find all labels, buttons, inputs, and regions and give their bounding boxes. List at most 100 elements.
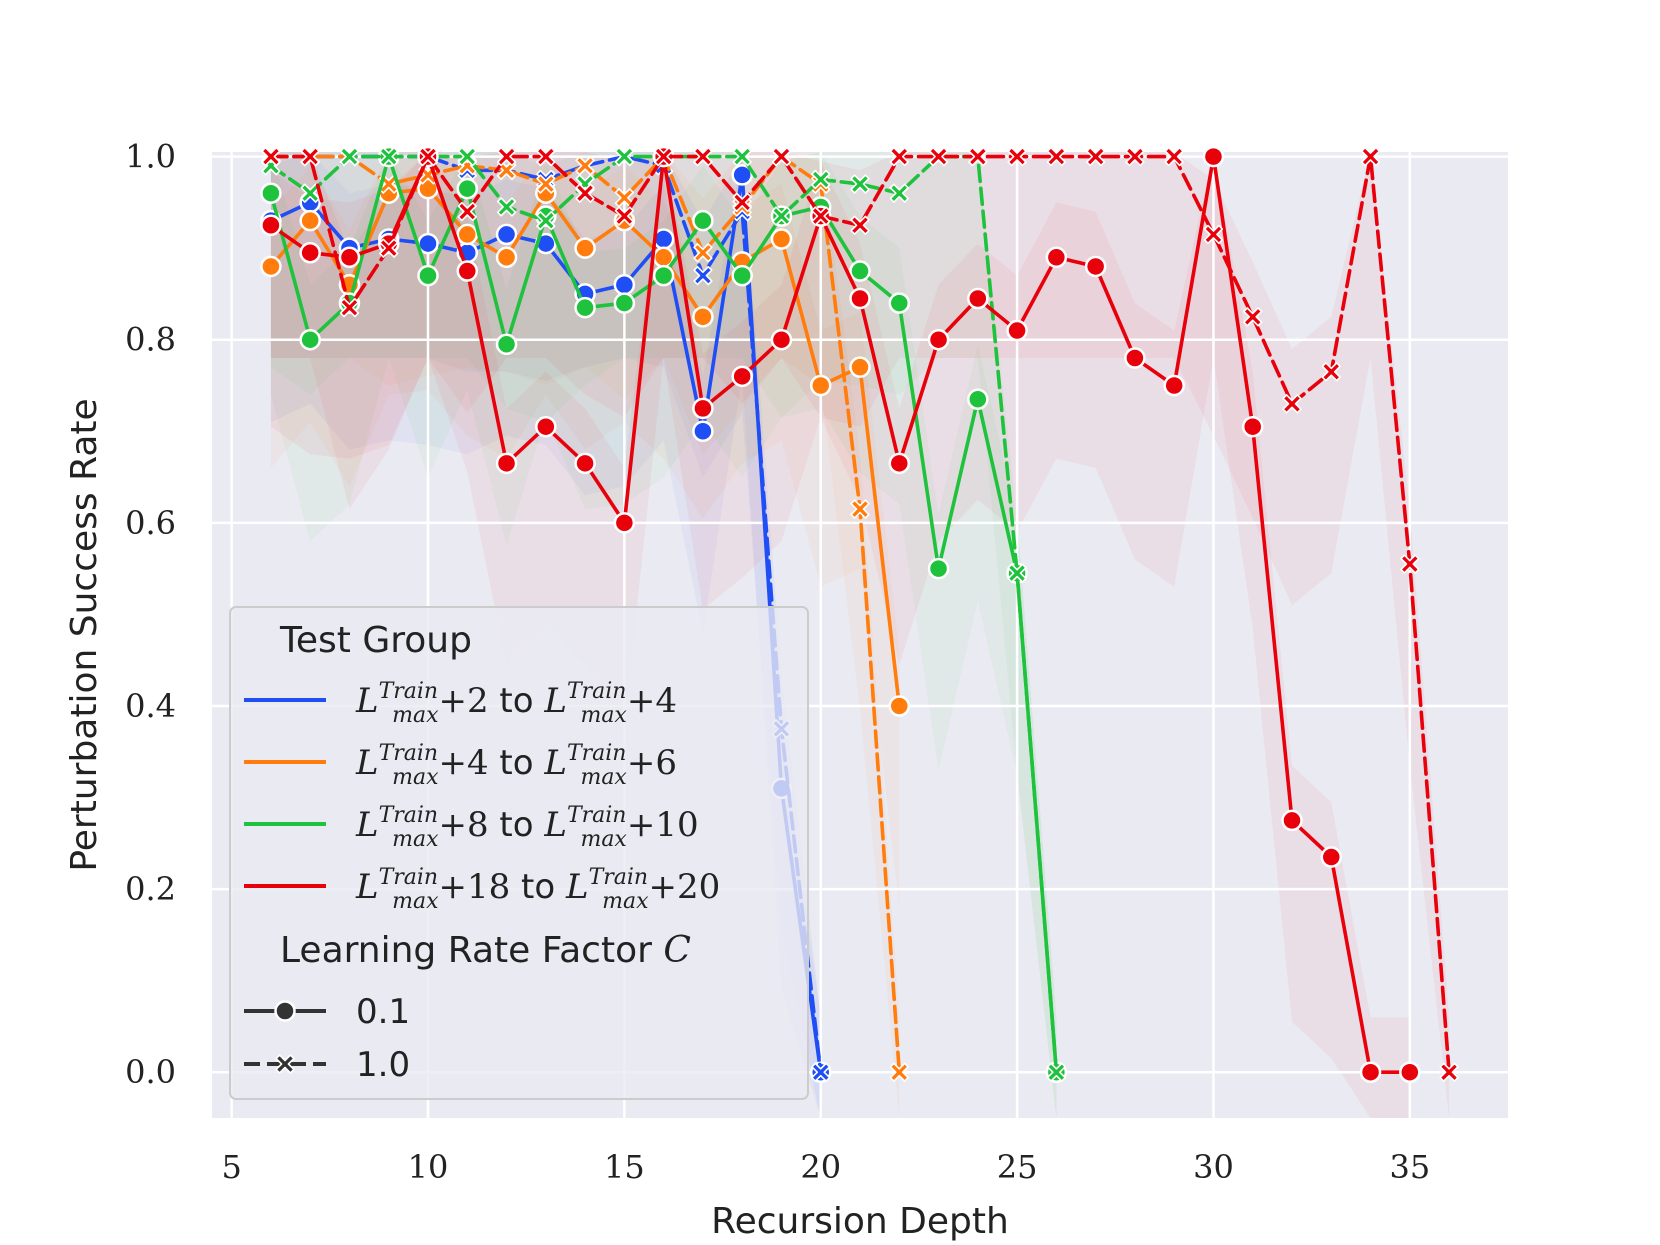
legend-label-part: max bbox=[580, 765, 627, 790]
confidence-band bbox=[270, 152, 1057, 1118]
data-point-x bbox=[889, 1062, 909, 1082]
legend-style-entry: 1.0 bbox=[244, 1045, 410, 1085]
legend-label-part: max bbox=[392, 765, 439, 790]
legend-label-part: L bbox=[543, 743, 567, 783]
legend-label-part: L bbox=[543, 681, 567, 721]
legend-entry: LTrain max+18 to LTrain max+20 bbox=[244, 865, 720, 914]
data-point-circle bbox=[299, 241, 321, 264]
legend-label-part: max bbox=[580, 703, 627, 728]
data-point-x bbox=[968, 146, 988, 167]
data-point-circle bbox=[495, 223, 518, 246]
data-point-circle bbox=[495, 452, 518, 475]
data-point-circle bbox=[613, 512, 636, 534]
data-point-x bbox=[339, 146, 360, 167]
data-point-x bbox=[1164, 146, 1184, 167]
data-point-x bbox=[771, 206, 792, 226]
data-point-x bbox=[1360, 146, 1381, 167]
x-tick-label: 20 bbox=[800, 1148, 841, 1186]
legend-label-part: L bbox=[355, 805, 379, 845]
legend-label: LTrain max+4 to LTrain max+6 bbox=[355, 741, 677, 790]
data-point-circle bbox=[731, 365, 753, 388]
data-point-x bbox=[732, 146, 752, 167]
data-point-circle bbox=[731, 164, 753, 186]
data-point-circle bbox=[613, 274, 636, 296]
data-point-x bbox=[536, 146, 556, 167]
data-point-circle bbox=[927, 328, 950, 351]
data-point-circle bbox=[731, 264, 753, 287]
legend-label-part: +10 bbox=[627, 805, 699, 845]
y-axis-ticks: 0.0 0.2 0.4 0.6 0.8 1.0 bbox=[125, 138, 176, 1092]
data-point-x bbox=[1007, 146, 1027, 167]
data-point-x bbox=[496, 146, 517, 167]
data-point-circle bbox=[535, 415, 557, 438]
data-point-circle bbox=[888, 292, 911, 314]
y-tick-label: 0.8 bbox=[125, 321, 176, 359]
legend-label-part: max bbox=[392, 889, 439, 914]
legend-entry: LTrain max+8 to LTrain max+10 bbox=[244, 803, 699, 852]
data-point-circle bbox=[574, 237, 596, 259]
data-point-x bbox=[457, 201, 477, 222]
data-point-circle bbox=[692, 420, 714, 443]
confidence-band bbox=[270, 152, 1410, 1118]
legend: Test Group LTrain max+2 to LTrain max+4LTr… bbox=[229, 606, 809, 1100]
x-axis-label: Recursion Depth bbox=[711, 1201, 1009, 1242]
series-line bbox=[269, 154, 1412, 1074]
y-tick-label: 0.0 bbox=[125, 1053, 176, 1091]
confidence-band bbox=[270, 152, 900, 1118]
x-axis-ticks: 5 10 15 20 25 30 35 bbox=[221, 1148, 1430, 1186]
data-point-circle bbox=[338, 246, 361, 269]
data-point-circle bbox=[574, 452, 596, 475]
data-point-x bbox=[496, 197, 517, 217]
data-point-x bbox=[732, 192, 752, 212]
legend-label: LTrain max+18 to LTrain max+20 bbox=[355, 865, 720, 914]
data-point-circle bbox=[299, 209, 321, 232]
confidence-band bbox=[270, 152, 821, 1118]
data-point-circle bbox=[967, 388, 989, 410]
data-point-x bbox=[811, 169, 831, 190]
legend-box bbox=[229, 606, 809, 1100]
series-group bbox=[261, 146, 1459, 1082]
legend-label-part: +2 bbox=[438, 681, 488, 721]
x-tick-label: 5 bbox=[221, 1148, 241, 1186]
data-point-circle bbox=[770, 328, 793, 351]
data-point-x bbox=[654, 146, 674, 167]
legend-label-part: L bbox=[543, 805, 567, 845]
legend-entry: LTrain max+4 to LTrain max+6 bbox=[244, 741, 677, 790]
data-point-circle bbox=[456, 260, 479, 282]
data-point-x bbox=[300, 146, 320, 167]
data-point-circle bbox=[1124, 347, 1146, 369]
legend-entry: LTrain max+2 to LTrain max+4 bbox=[244, 679, 677, 728]
data-point-circle bbox=[260, 182, 282, 204]
data-point-x bbox=[850, 174, 870, 194]
data-point-x bbox=[300, 183, 320, 203]
data-point-x bbox=[1243, 307, 1263, 327]
legend-label-part: to bbox=[489, 743, 545, 783]
data-point-circle bbox=[652, 264, 675, 287]
legend-label-part: Train bbox=[567, 741, 627, 766]
legend-label-part: Train bbox=[379, 803, 439, 828]
data-point-x bbox=[850, 215, 870, 235]
data-point-x bbox=[418, 146, 438, 167]
data-point-x bbox=[771, 146, 792, 167]
data-point-circle bbox=[495, 246, 518, 269]
data-point-x bbox=[850, 499, 870, 519]
data-point-circle bbox=[274, 1000, 296, 1022]
data-point-circle bbox=[1241, 415, 1264, 438]
data-point-circle bbox=[692, 306, 714, 328]
data-point-circle bbox=[927, 557, 950, 580]
data-point-circle bbox=[260, 255, 282, 278]
data-point-x bbox=[693, 243, 713, 263]
data-point-circle bbox=[1163, 374, 1185, 397]
data-point-circle bbox=[613, 292, 636, 314]
data-point-circle bbox=[1281, 809, 1303, 832]
data-point-x bbox=[811, 1062, 831, 1082]
data-point-x bbox=[575, 183, 595, 203]
x-tick-label: 10 bbox=[408, 1148, 449, 1186]
legend-label-part: +6 bbox=[627, 743, 677, 783]
data-point-x bbox=[1321, 362, 1341, 382]
data-point-x bbox=[379, 238, 399, 258]
x-tick-label: 15 bbox=[604, 1148, 645, 1186]
y-tick-label: 0.4 bbox=[125, 687, 176, 725]
data-point-circle bbox=[692, 209, 714, 232]
confidence-band bbox=[270, 152, 821, 1118]
